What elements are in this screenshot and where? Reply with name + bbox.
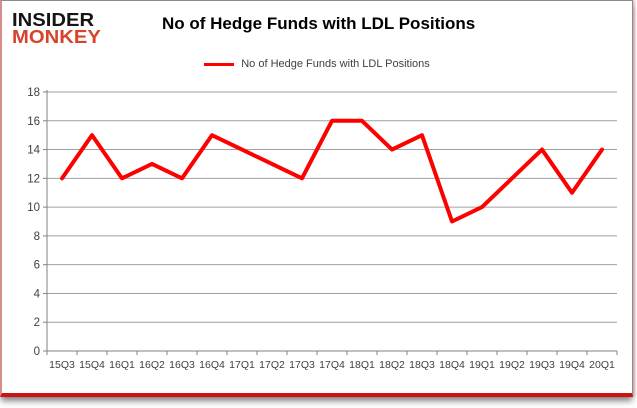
legend-line-swatch	[204, 62, 235, 66]
x-tick-label-17Q2: 17Q2	[259, 359, 285, 371]
x-tick-label-16Q1: 16Q1	[109, 359, 135, 371]
y-tick-label-16: 16	[27, 116, 40, 128]
x-tick-label-15Q4: 15Q4	[79, 359, 105, 371]
logo-text-monkey: MONKEY	[12, 26, 101, 48]
y-tick-label-8: 8	[34, 231, 40, 243]
x-tick-label-18Q1: 18Q1	[349, 359, 375, 371]
x-tick-label-19Q1: 19Q1	[469, 359, 495, 371]
x-tick-label-18Q3: 18Q3	[409, 359, 435, 371]
y-tick-label-10: 10	[27, 202, 40, 214]
x-tick-label-18Q2: 18Q2	[379, 359, 405, 371]
logo-text-insider: INSIDER	[12, 9, 95, 31]
x-tick-label-17Q1: 17Q1	[229, 359, 255, 371]
x-tick-label-18Q4: 18Q4	[439, 359, 465, 371]
x-tick-label-19Q2: 19Q2	[499, 359, 525, 371]
y-tick-label-6: 6	[34, 260, 40, 272]
hedge-funds-series-line	[60, 118, 604, 224]
y-tick-label-14: 14	[27, 145, 40, 157]
chart-card: INSIDER MONKEY No of Hedge Funds with LD…	[0, 0, 633, 397]
chart-title: No of Hedge Funds with LDL Positions	[162, 14, 476, 33]
line-chart-plot-area: 0 2 4 6 8 10 12 14 16 18 15Q3 15Q4 16Q1 16Q2 16Q3 16Q4 1…	[27, 87, 618, 371]
x-tick-label-19Q4: 19Q4	[559, 359, 585, 371]
y-tick-label-2: 2	[34, 317, 40, 329]
x-tick-label-20Q1: 20Q1	[589, 359, 615, 371]
x-tick-label-16Q3: 16Q3	[169, 359, 195, 371]
chart-legend: No of Hedge Funds with LDL Positions	[2, 58, 632, 70]
x-tick-label-19Q3: 19Q3	[529, 359, 555, 371]
x-tick-label-17Q4: 17Q4	[319, 359, 345, 371]
x-tick-label-15Q3: 15Q3	[49, 359, 75, 371]
y-tick-label-4: 4	[34, 288, 41, 300]
x-tick-label-16Q2: 16Q2	[139, 359, 165, 371]
insider-monkey-logo: INSIDER MONKEY	[12, 9, 162, 49]
y-tick-label-12: 12	[27, 173, 40, 185]
x-tick-label-17Q3: 17Q3	[289, 359, 315, 371]
y-tick-label-18: 18	[27, 87, 40, 99]
x-tick-label-16Q4: 16Q4	[199, 359, 225, 371]
y-tick-label-0: 0	[34, 346, 40, 358]
legend-label: No of Hedge Funds with LDL Positions	[241, 58, 430, 70]
